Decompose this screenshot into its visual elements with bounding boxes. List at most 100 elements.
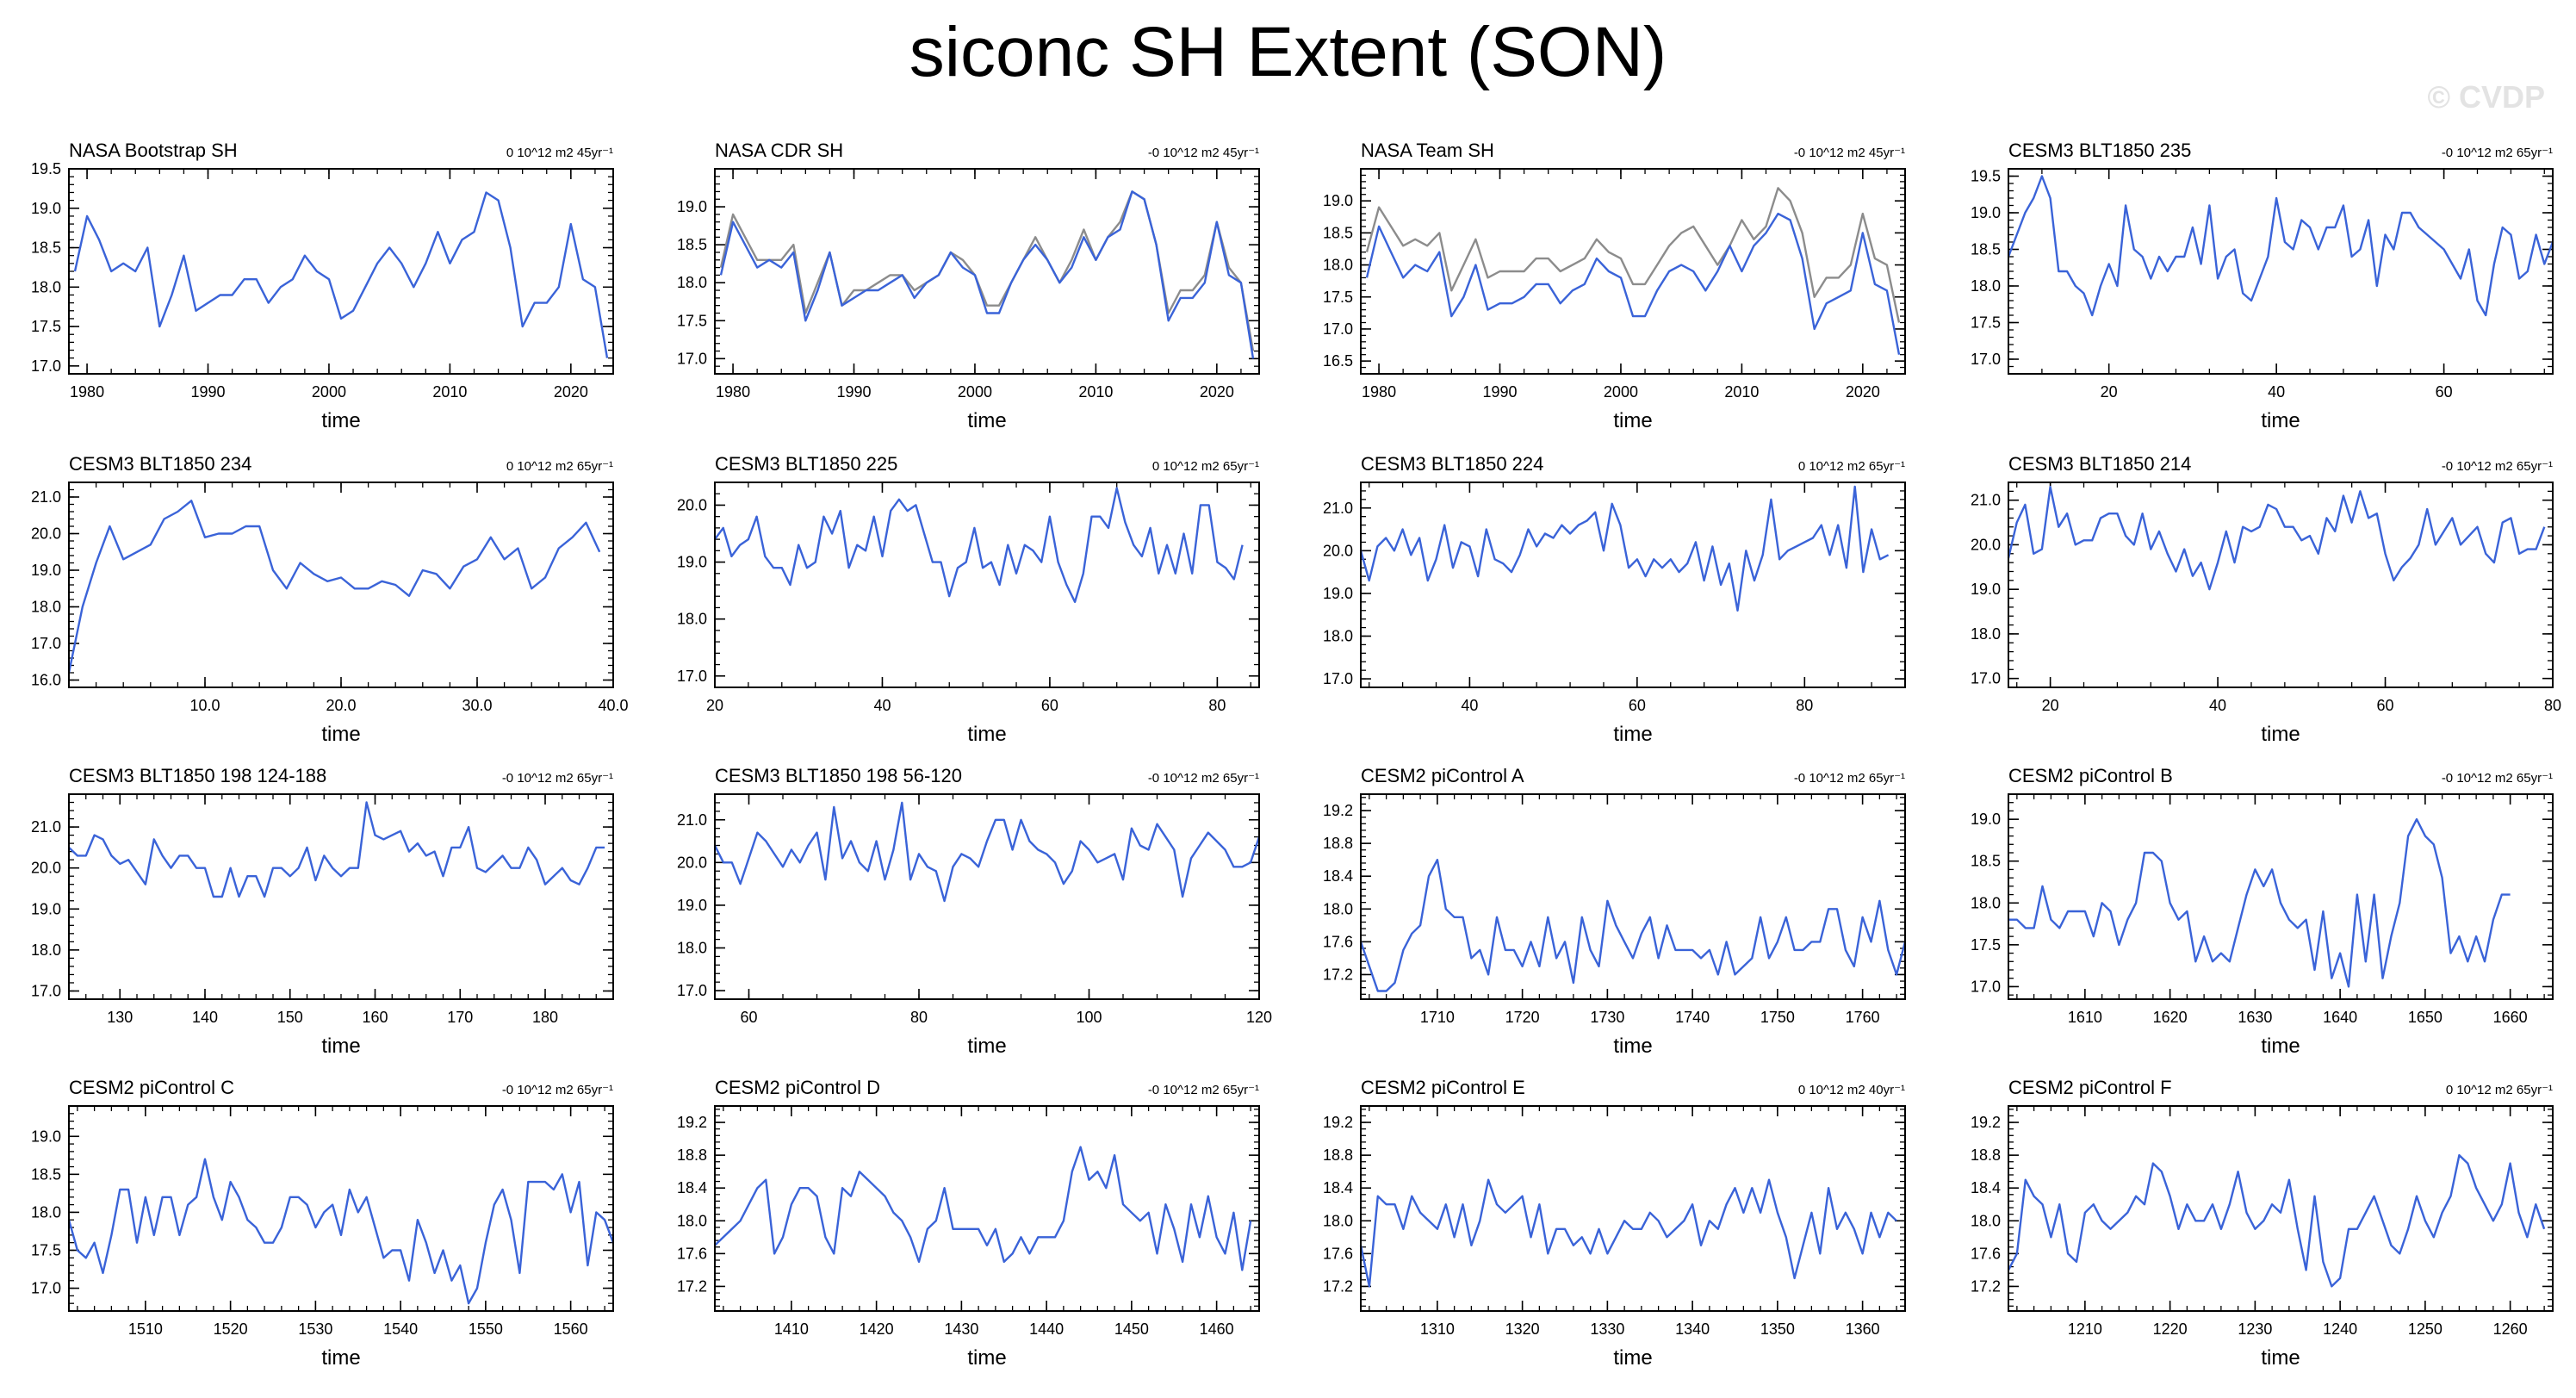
y-tick-label: 17.0 bbox=[31, 357, 61, 375]
chart-panel: NASA Team SH -0 10^12 m2 45yr⁻¹ 16.5 17.0 17… bbox=[1323, 140, 1906, 432]
series-line bbox=[1359, 1178, 1897, 1288]
x-tick-label: 1620 bbox=[2153, 1009, 2188, 1026]
y-tick-label: 19.0 bbox=[1971, 581, 2001, 598]
x-tick-label: 1550 bbox=[469, 1320, 503, 1338]
cvdp-watermark: © CVDP bbox=[2427, 79, 2545, 115]
y-tick-label: 17.6 bbox=[677, 1245, 707, 1262]
plot-frame bbox=[2008, 168, 2554, 375]
y-tick-label: 19.0 bbox=[31, 200, 61, 217]
chart-title: CESM3 BLT1850 234 bbox=[69, 453, 251, 475]
chart-panel: CESM2 piControl E 0 10^12 m2 40yr⁻¹ 17.2 17… bbox=[1323, 1077, 1906, 1370]
x-axis-title: time bbox=[967, 1346, 1006, 1370]
series-line bbox=[1359, 859, 1907, 992]
x-tick-label: 1630 bbox=[2238, 1009, 2272, 1026]
x-tick-label: 1990 bbox=[1482, 383, 1517, 401]
x-tick-label: 60 bbox=[2377, 697, 2394, 714]
x-axis-title: time bbox=[321, 1346, 360, 1370]
page-title: siconc SH Extent (SON) bbox=[909, 13, 1667, 91]
y-tick-label: 16.0 bbox=[31, 672, 61, 689]
y-tick-label: 17.5 bbox=[1971, 936, 2001, 954]
y-tick-label: 18.0 bbox=[1323, 257, 1353, 274]
y-tick-label: 18.4 bbox=[677, 1179, 707, 1196]
y-tick-label: 17.2 bbox=[1323, 1277, 1353, 1295]
trend-label: -0 10^12 m2 65yr⁻¹ bbox=[1148, 771, 1259, 786]
x-axis-title: time bbox=[1613, 409, 1652, 432]
y-tick-label: 21.0 bbox=[1323, 500, 1353, 517]
y-tick-label: 19.0 bbox=[1971, 204, 2001, 221]
trend-label: 0 10^12 m2 45yr⁻¹ bbox=[506, 146, 613, 160]
y-tick-label: 19.0 bbox=[1323, 192, 1353, 209]
y-tick-label: 18.0 bbox=[1971, 625, 2001, 643]
plot-frame bbox=[714, 482, 1260, 688]
series-line bbox=[68, 801, 605, 898]
y-tick-label: 18.0 bbox=[1323, 1212, 1353, 1229]
chart-panel: CESM3 BLT1850 225 0 10^12 m2 65yr⁻¹ 17.0 18… bbox=[677, 453, 1260, 746]
x-axis-title: time bbox=[1613, 1035, 1652, 1058]
x-axis-title: time bbox=[1613, 723, 1652, 746]
x-tick-label: 1640 bbox=[2323, 1009, 2357, 1026]
y-tick-label: 17.0 bbox=[1971, 978, 2001, 995]
x-tick-label: 1610 bbox=[2068, 1009, 2102, 1026]
x-tick-label: 1360 bbox=[1846, 1320, 1880, 1338]
x-tick-label: 2010 bbox=[432, 383, 467, 401]
x-tick-label: 30.0 bbox=[462, 697, 492, 714]
y-tick-label: 17.6 bbox=[1971, 1245, 2001, 1262]
y-tick-label: 18.0 bbox=[677, 611, 707, 628]
chart-title: CESM3 BLT1850 224 bbox=[1361, 453, 1543, 475]
series-line bbox=[1359, 485, 1890, 612]
x-tick-label: 1450 bbox=[1114, 1320, 1149, 1338]
trend-label: -0 10^12 m2 65yr⁻¹ bbox=[1794, 771, 1905, 786]
x-tick-label: 60 bbox=[1041, 697, 1058, 714]
x-tick-label: 1740 bbox=[1675, 1009, 1710, 1026]
chart-title: CESM3 BLT1850 225 bbox=[715, 453, 897, 475]
y-tick-label: 19.0 bbox=[31, 1128, 61, 1145]
x-tick-label: 1980 bbox=[70, 383, 104, 401]
y-tick-label: 18.5 bbox=[31, 1165, 61, 1183]
chart-panel: NASA CDR SH -0 10^12 m2 45yr⁻¹ 17.0 17.5 18.… bbox=[677, 140, 1260, 432]
plot-frame bbox=[1360, 1105, 1906, 1312]
trend-label: -0 10^12 m2 65yr⁻¹ bbox=[1148, 1083, 1259, 1097]
y-tick-label: 21.0 bbox=[677, 811, 707, 829]
y-tick-label: 17.0 bbox=[1323, 320, 1353, 338]
series-line bbox=[719, 190, 1255, 359]
y-tick-label: 18.4 bbox=[1323, 867, 1353, 885]
x-tick-label: 1510 bbox=[128, 1320, 163, 1338]
chart-panel: NASA Bootstrap SH 0 10^12 m2 45yr⁻¹ 17.0 17… bbox=[31, 140, 614, 432]
x-tick-label: 1720 bbox=[1505, 1009, 1540, 1026]
trend-label: -0 10^12 m2 45yr⁻¹ bbox=[1148, 146, 1259, 160]
chart-panel: CESM3 BLT1850 214 -0 10^12 m2 65yr⁻¹ 17.0 1… bbox=[1971, 453, 2561, 746]
x-tick-label: 1440 bbox=[1029, 1320, 1064, 1338]
y-tick-label: 18.5 bbox=[677, 236, 707, 253]
y-tick-label: 20.0 bbox=[1971, 536, 2001, 553]
y-tick-label: 19.5 bbox=[1971, 168, 2001, 185]
chart-title: CESM2 piControl B bbox=[2008, 765, 2173, 786]
chart-title: CESM3 BLT1850 235 bbox=[2008, 140, 2191, 161]
chart-panel: CESM2 piControl D -0 10^12 m2 65yr⁻¹ 17.2 1… bbox=[677, 1077, 1260, 1370]
x-tick-label: 1250 bbox=[2408, 1320, 2443, 1338]
chart-panel: CESM3 BLT1850 198 56-120 -0 10^12 m2 65yr… bbox=[677, 765, 1272, 1058]
y-tick-label: 18.0 bbox=[1971, 894, 2001, 911]
trend-label: -0 10^12 m2 65yr⁻¹ bbox=[2442, 459, 2553, 474]
y-tick-label: 17.0 bbox=[1323, 670, 1353, 687]
y-tick-label: 17.6 bbox=[1323, 1245, 1353, 1262]
chart-title: NASA Bootstrap SH bbox=[69, 140, 238, 161]
x-axis-title: time bbox=[967, 723, 1006, 746]
x-tick-label: 140 bbox=[192, 1009, 218, 1026]
x-tick-label: 20.0 bbox=[326, 697, 356, 714]
trend-label: -0 10^12 m2 65yr⁻¹ bbox=[2442, 771, 2553, 786]
y-tick-label: 17.0 bbox=[31, 635, 61, 652]
plot-frame bbox=[2008, 482, 2554, 688]
y-tick-label: 19.0 bbox=[677, 554, 707, 571]
chart-title: NASA CDR SH bbox=[715, 140, 843, 161]
y-tick-label: 19.0 bbox=[677, 897, 707, 914]
chart-panel: CESM3 BLT1850 234 0 10^12 m2 65yr⁻¹ 16.0 17… bbox=[31, 453, 629, 746]
plot-frame bbox=[714, 1105, 1260, 1312]
series-line bbox=[73, 191, 609, 358]
x-tick-label: 2000 bbox=[312, 383, 346, 401]
x-axis-title: time bbox=[321, 409, 360, 432]
x-tick-label: 1750 bbox=[1760, 1009, 1795, 1026]
y-tick-label: 17.5 bbox=[1323, 289, 1353, 306]
y-tick-label: 18.0 bbox=[1323, 900, 1353, 917]
y-tick-label: 18.0 bbox=[1971, 277, 2001, 295]
